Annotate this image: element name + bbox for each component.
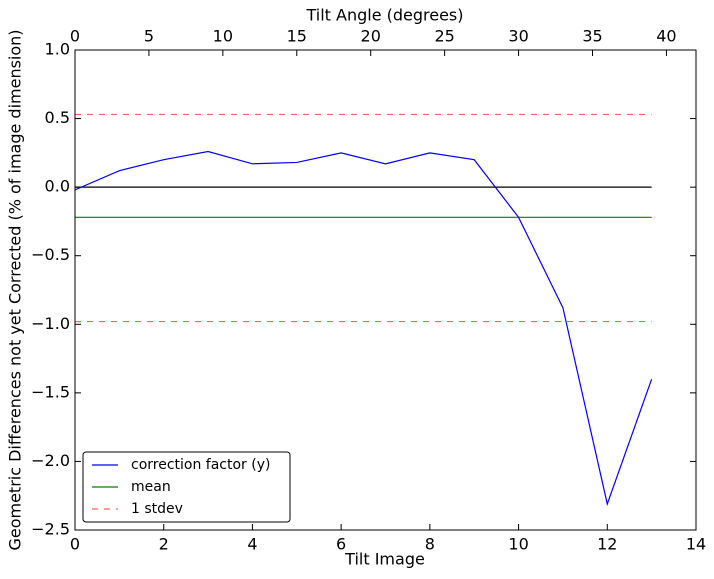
x2-tick-label: 0 (70, 27, 80, 46)
y-tick-label: −1.0 (31, 314, 70, 333)
x2-tick-label: 10 (213, 27, 233, 46)
x-tick-label: 6 (336, 535, 346, 554)
x2-tick-label: 30 (508, 27, 528, 46)
x-tick-label: 10 (508, 535, 528, 554)
y-tick-label: −0.5 (31, 245, 70, 264)
x2-tick-label: 40 (656, 27, 676, 46)
legend-label: correction factor (y) (131, 457, 270, 473)
y-tick-label: −1.5 (31, 382, 70, 401)
legend-box (82, 451, 291, 523)
x-tick-label: 8 (425, 535, 435, 554)
x2-tick-label: 35 (582, 27, 602, 46)
x-axis-label: Tilt Image (344, 550, 425, 569)
legend-label: 1 stdev (131, 501, 183, 517)
x2-tick-label: 15 (287, 27, 307, 46)
y-axis-label: Geometric Differences not yet Corrected … (6, 29, 25, 550)
y-tick-label: −2.5 (31, 520, 70, 539)
x-tick-label: 4 (247, 535, 257, 554)
x-tick-label: 12 (597, 535, 617, 554)
plot-frame (74, 49, 697, 531)
y-tick-label: −2.0 (31, 451, 70, 470)
x-tick-label: 14 (686, 535, 706, 554)
data-line (74, 150, 653, 507)
x-tick-label: 0 (70, 535, 80, 554)
y-tick-label: 0.0 (45, 177, 70, 196)
x2-tick-label: 20 (361, 27, 381, 46)
x2-tick-label: 5 (144, 27, 154, 46)
y-tick-label: 0.5 (45, 108, 70, 127)
y-tick-label: 1.0 (45, 40, 70, 59)
x2-axis-label: Tilt Angle (degrees) (305, 6, 463, 25)
x2-tick-label: 25 (434, 27, 454, 46)
x-tick-label: 2 (159, 535, 169, 554)
legend-label: mean (131, 479, 171, 495)
